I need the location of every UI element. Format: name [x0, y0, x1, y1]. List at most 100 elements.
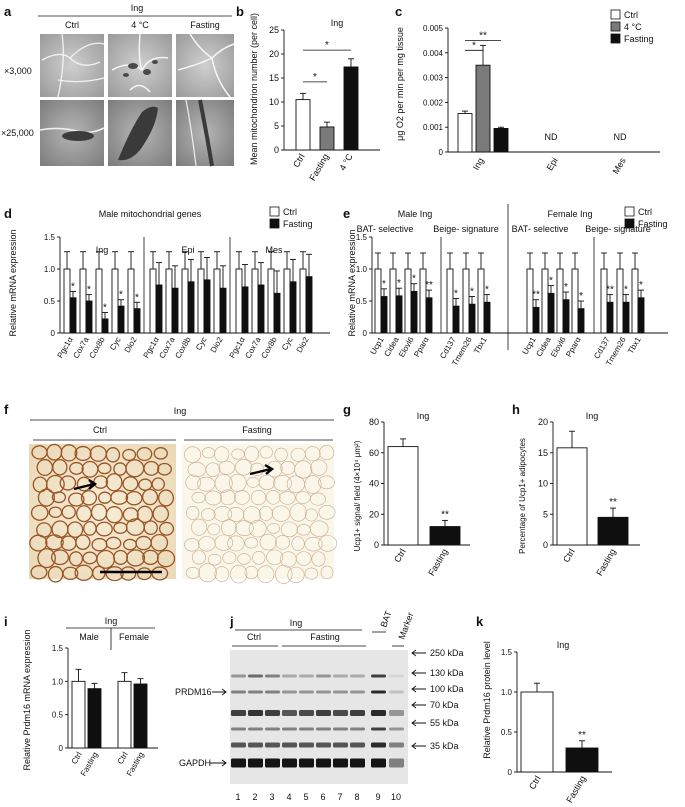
blot-band-5-0	[231, 758, 246, 768]
d-bar-fast-2-3	[289, 281, 297, 334]
e-bar-fast-1-3	[577, 308, 585, 334]
legend-d-fasting-swatch	[269, 218, 280, 229]
cells-fast-cell-3	[231, 448, 245, 460]
blot-bands	[231, 674, 404, 768]
cells-ctrl-cell-78	[120, 566, 137, 581]
cells-fast-cell-62	[259, 533, 277, 551]
c-ytick-label-5: 0.005	[423, 24, 444, 33]
cells-ctrl-cell-64	[50, 549, 70, 566]
b-sig-0: *	[313, 72, 317, 83]
h-sig-0: **	[609, 497, 617, 508]
panel-k-chart: 0 0.5 1.0 1.5 Ctrl Fasting **	[501, 648, 612, 805]
e-sig-1-6: *	[639, 280, 643, 291]
cells-ctrl-cell-32	[110, 490, 129, 505]
cells-fast-cell-14	[250, 462, 265, 476]
d-bar-ctrl-0-4	[127, 268, 135, 334]
e-bar-ctrl-0-0	[374, 268, 382, 334]
e-bar-ctrl-1-2	[556, 268, 564, 334]
panel-letter-d: d	[4, 206, 12, 221]
kda-label-3: 70 kDa	[430, 700, 459, 710]
b-bar-0	[295, 99, 311, 151]
panel-c-ylabel: μg O2 per min per mg tissue	[395, 27, 405, 141]
d-xtick-0-3: Cyc	[108, 336, 123, 352]
i-bar-1-0	[117, 680, 132, 749]
d-bar-ctrl-0-0	[63, 268, 71, 334]
panel-e-male-beige: Beige- signature	[433, 224, 499, 234]
cells-ctrl-cell-25	[138, 478, 153, 491]
k-ytick-label-1: 0.5	[501, 728, 513, 737]
cells-fast-cell-21	[214, 474, 233, 493]
b-ytick-label-2: 10	[269, 97, 279, 107]
em-droplets-cold-3000	[123, 60, 158, 77]
d-xtick-1-2: Cox8b	[173, 335, 193, 360]
panel-k-ylabel: Relative Prdm16 protein level	[482, 641, 492, 759]
cells-ctrl-cell-26	[151, 477, 165, 491]
cells-ctrl-cell-79	[136, 567, 152, 581]
kda-arrow-icon-4	[411, 719, 426, 727]
panel-letter-f: f	[4, 402, 9, 417]
d-bar-ctrl-1-3	[197, 268, 205, 334]
d-bar-fast-1-4	[219, 287, 227, 334]
lane-label-5: 6	[320, 792, 325, 802]
cells-fast-cell-63	[275, 535, 291, 550]
blot-band-2-5	[316, 710, 331, 716]
cells-ctrl-cell-36	[30, 504, 49, 521]
panel-a-row-25000: ×25,000	[1, 128, 34, 138]
d-ytick-label-1: 0.5	[44, 297, 56, 306]
blot-band-2-3	[282, 710, 297, 716]
legend-d-ctrl-swatch	[269, 206, 280, 217]
blot-band-2-1	[248, 710, 263, 716]
blot-band-4-6	[333, 742, 348, 748]
panel-g-ylabel: Ucp1+ signal/ field (4×10⁴ μm²)	[353, 440, 362, 551]
d-bar-ctrl-1-2	[181, 268, 189, 334]
k-xtick-1: Fasting	[564, 774, 587, 805]
e-bar-ctrl-0-2	[404, 268, 412, 334]
blot-band-4-0	[231, 742, 246, 748]
b-ytick-label-1: 5	[274, 121, 279, 131]
em-mito-ctrl-25000	[62, 131, 94, 141]
cells-fast-cell-13	[235, 459, 253, 476]
cells-fast-cell-30	[204, 490, 223, 506]
cells-ctrl-cell-20	[59, 475, 77, 491]
e-ytick-label-0: 0	[363, 329, 368, 338]
panel-a-col-fasting: Fasting	[190, 20, 220, 30]
legend-c-ctrl-swatch	[610, 9, 621, 20]
h-ytick-label-0: 0	[543, 540, 548, 550]
lane-label-2: 3	[269, 792, 274, 802]
b-xtick-2: 4 °C	[337, 152, 355, 173]
cells-fast-cell-48	[191, 518, 208, 536]
cells-fast-cell-5	[259, 446, 273, 459]
lane-label-3: 4	[286, 792, 291, 802]
cells-fast-cell-12	[218, 460, 236, 475]
blot-band-5-5	[316, 758, 331, 768]
d-bar-fast-2-2	[273, 292, 281, 334]
d-bar-ctrl-0-1	[79, 268, 87, 334]
lane-label-8: 9	[375, 792, 380, 802]
blot-band-3-4	[299, 727, 314, 731]
cells-fast-cell-38	[186, 506, 200, 520]
cells-fast-cell-28	[318, 475, 335, 490]
h-xtick-1: Fasting	[594, 547, 617, 578]
blot-band-0-8	[371, 674, 386, 678]
cells-ctrl-cell-72	[30, 565, 48, 580]
panel-j-kda-labels: 250 kDa 130 kDa 100 kDa 70 kDa 55 kDa 35 kDa	[411, 648, 464, 751]
e-sig-0-6: *	[485, 285, 489, 296]
panel-j-group: Ing	[290, 618, 303, 628]
d-ytick-label-2: 1.0	[44, 265, 56, 274]
cells-fast-cell-84	[304, 567, 318, 580]
c-ytick-label-0: 0	[439, 148, 444, 157]
cells-ctrl-cell-77	[105, 566, 124, 582]
panel-e-chart: 00.51.01.5*Ucp1*Cidea*Elovl6**Pparα*Cd13…	[356, 233, 668, 367]
e-bar-ctrl-0-3	[419, 268, 427, 334]
k-ytick-label-2: 1.0	[501, 688, 513, 697]
e-sig-1-2: *	[564, 282, 568, 293]
blot-band-5-2	[265, 758, 280, 768]
panel-b-title: Ing	[331, 18, 344, 28]
cells-fast-cell-33	[250, 490, 267, 506]
panel-d-ylabel: Relative mRNA expression	[8, 229, 18, 336]
blot-band-0-1	[248, 674, 263, 678]
g-bar-0	[387, 446, 419, 546]
e-sig-0-3: **	[425, 280, 433, 291]
cells-ctrl-cell-52	[143, 520, 158, 536]
